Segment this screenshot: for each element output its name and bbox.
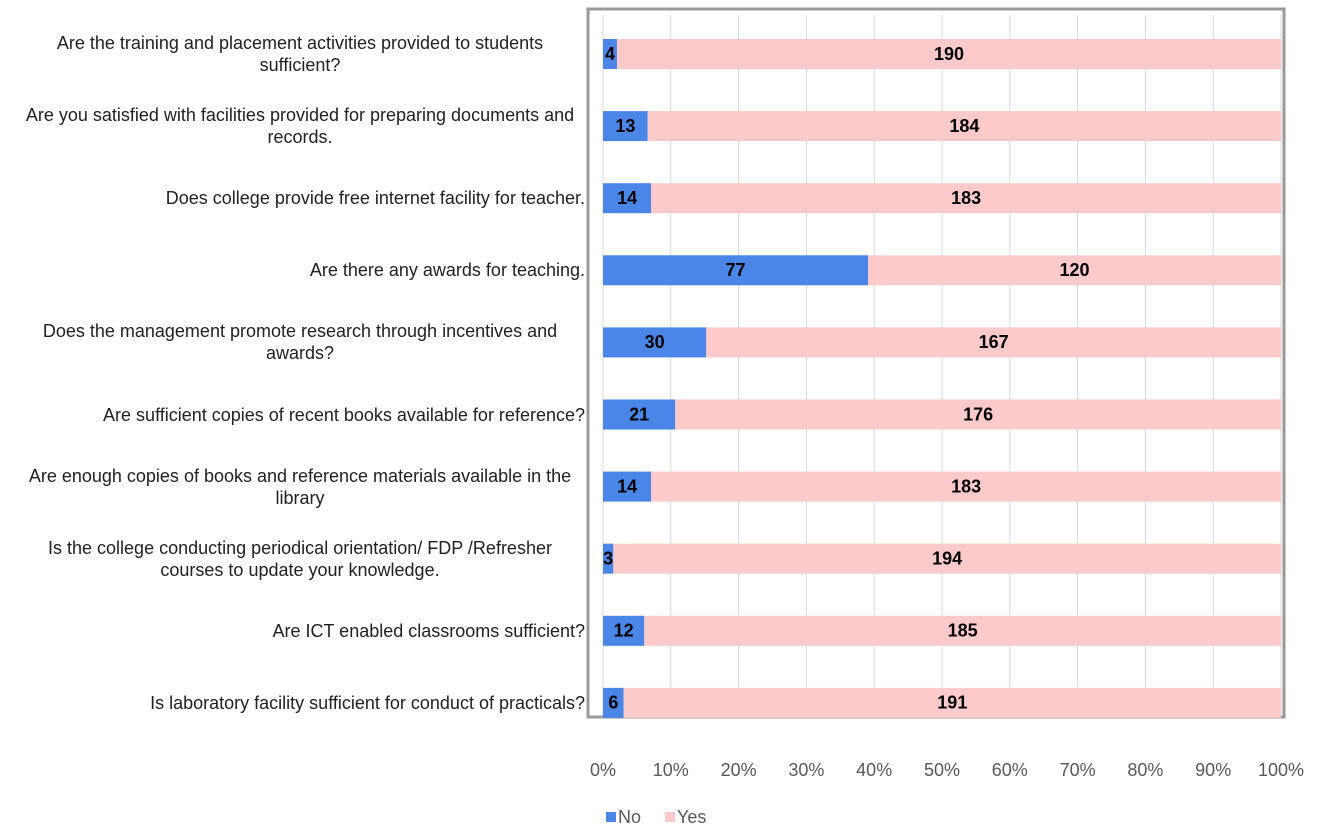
legend-swatch	[606, 812, 616, 822]
bar-segment	[603, 111, 648, 142]
bar-segment	[603, 399, 676, 430]
bar-segment	[603, 39, 617, 69]
legend-label: No	[618, 807, 641, 826]
x-tick-label: 30%	[788, 760, 824, 780]
x-tick-label: 100%	[1258, 760, 1304, 780]
category-label: Are sufficient copies of recent books av…	[103, 404, 585, 425]
bar-segment	[603, 255, 869, 286]
bar-segment	[603, 543, 614, 574]
data-label: 13	[615, 116, 635, 136]
bar-segment	[706, 327, 1281, 358]
x-tick-label: 90%	[1195, 760, 1231, 780]
data-label: 12	[614, 621, 634, 641]
bar-segment	[616, 39, 1281, 69]
data-label: 14	[617, 188, 637, 208]
data-label: 77	[725, 260, 745, 280]
data-label: 30	[645, 332, 665, 352]
x-tick-label: 40%	[856, 760, 892, 780]
bar-segment	[603, 687, 624, 718]
bar-segment	[651, 183, 1281, 214]
x-tick-label: 60%	[992, 760, 1028, 780]
category-label: Does the management promote research thr…	[42, 321, 558, 364]
data-label: 185	[948, 621, 978, 641]
x-tick-label: 70%	[1060, 760, 1096, 780]
category-label: Are you satisfied with facilities provid…	[25, 105, 575, 148]
bar-segment	[651, 471, 1281, 502]
data-label: 191	[937, 693, 967, 713]
category-label: Is laboratory facility sufficient for co…	[150, 692, 585, 713]
legend-label: Yes	[677, 807, 706, 826]
x-tick-label: 10%	[653, 760, 689, 780]
bar-segment	[613, 543, 1281, 574]
category-label: Are there any awards for teaching.	[309, 260, 585, 281]
x-tick-label: 20%	[721, 760, 757, 780]
bar-segment	[603, 327, 707, 358]
data-label: 167	[979, 332, 1009, 352]
category-label: Does college provide free internet facil…	[165, 188, 585, 209]
bar-segment	[603, 183, 652, 214]
bar-segment	[868, 255, 1281, 286]
category-label: Are enough copies of books and reference…	[28, 465, 572, 508]
data-label: 21	[629, 404, 649, 424]
data-label: 183	[951, 476, 981, 496]
data-label: 4	[605, 44, 615, 64]
data-label: 194	[932, 548, 962, 568]
data-label: 3	[603, 548, 613, 568]
data-label: 190	[934, 44, 964, 64]
bar-segment	[644, 615, 1281, 646]
category-label: Are the training and placement activitie…	[56, 33, 544, 75]
data-label: 120	[1059, 260, 1089, 280]
data-label: 184	[949, 116, 979, 136]
bar-segment	[623, 687, 1281, 718]
data-label: 14	[617, 476, 637, 496]
legend-swatch	[665, 812, 676, 822]
data-label: 176	[963, 404, 993, 424]
bar-segment	[603, 615, 645, 646]
data-label: 183	[951, 188, 981, 208]
bar-segment	[647, 111, 1281, 142]
category-label: Are ICT enabled classrooms sufficient?	[272, 620, 586, 641]
data-label: 6	[608, 693, 618, 713]
x-tick-label: 80%	[1127, 760, 1163, 780]
bar-segment	[603, 471, 652, 502]
category-label: Is the college conducting periodical ori…	[48, 537, 552, 580]
x-tick-label: 50%	[924, 760, 960, 780]
bar-segment	[675, 399, 1281, 430]
x-tick-label: 0%	[590, 760, 616, 780]
